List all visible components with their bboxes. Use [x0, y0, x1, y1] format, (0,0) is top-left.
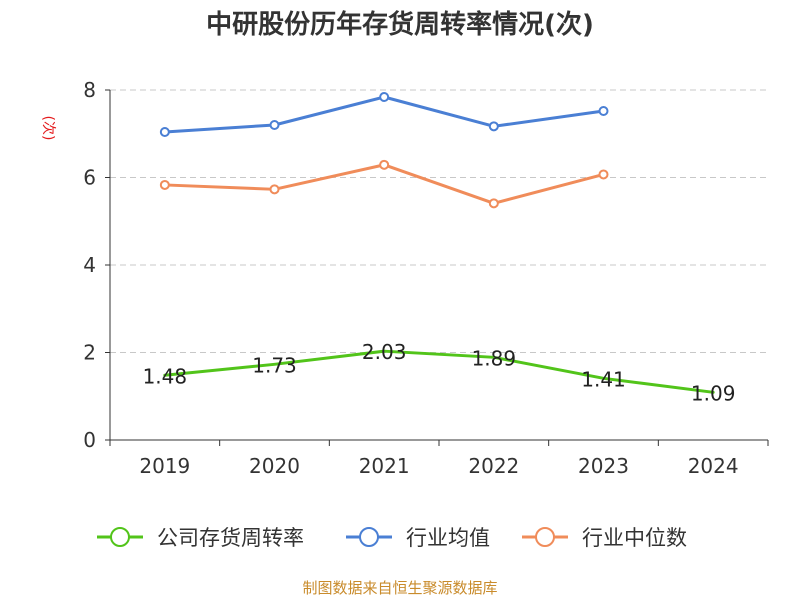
data-label: 2.03 [362, 340, 407, 364]
data-point[interactable] [598, 169, 609, 180]
data-label: 1.09 [691, 381, 736, 405]
series-line [163, 163, 605, 205]
x-tick-label: 2021 [359, 454, 410, 478]
y-tick-label: 0 [83, 428, 96, 452]
series-line [163, 349, 715, 394]
legend-swatch-marker [359, 527, 379, 547]
series-2 [159, 92, 609, 137]
data-point[interactable] [488, 121, 499, 132]
data-point[interactable] [379, 159, 390, 170]
data-label: 1.73 [252, 353, 297, 377]
series-line [163, 95, 605, 134]
legend-label: 行业中位数 [582, 526, 687, 550]
data-point[interactable] [488, 198, 499, 209]
series-3 [159, 159, 609, 209]
data-label: 1.48 [143, 364, 188, 388]
y-tick-label: 8 [83, 78, 96, 102]
legend[interactable]: 公司存货周转率 行业均值 行业中位数 [97, 526, 687, 550]
axes: 0 2 4 6 8 2019 2020 2021 2022 2023 2024 [83, 78, 769, 478]
y-tick-label: 6 [83, 166, 96, 190]
data-point[interactable] [159, 179, 170, 190]
x-tick-label: 2019 [139, 454, 190, 478]
x-tick-label: 2024 [688, 454, 739, 478]
legend-swatch-marker [110, 527, 130, 547]
y-axis-label: (次) [40, 116, 56, 141]
y-tick-label: 4 [83, 253, 96, 277]
data-label: 1.41 [581, 367, 626, 391]
legend-label: 公司存货周转率 [157, 526, 304, 550]
data-point[interactable] [379, 92, 390, 102]
data-point[interactable] [159, 127, 170, 137]
legend-item-3[interactable]: 行业中位数 [522, 526, 687, 550]
series-group: 1.48 1.73 2.03 1.89 1.41 1.09 [143, 92, 736, 405]
x-tick-label: 2023 [578, 454, 629, 478]
legend-item-2[interactable]: 行业均值 [346, 526, 490, 550]
x-tick-label: 2022 [468, 454, 519, 478]
legend-item-1[interactable]: 公司存货周转率 [97, 526, 304, 550]
data-point[interactable] [269, 184, 280, 195]
legend-label: 行业均值 [406, 526, 490, 550]
x-tick-label: 2020 [249, 454, 300, 478]
data-point[interactable] [598, 106, 609, 116]
legend-swatch-marker [535, 527, 555, 547]
y-tick-label: 2 [83, 341, 96, 365]
series-1: 1.48 1.73 2.03 1.89 1.41 1.09 [143, 340, 736, 405]
data-source-note: 制图数据来自恒生聚源数据库 [302, 579, 497, 597]
chart-title: 中研股份历年存货周转率情况(次) [206, 9, 594, 40]
data-label: 1.89 [472, 346, 517, 370]
data-point[interactable] [269, 120, 280, 130]
